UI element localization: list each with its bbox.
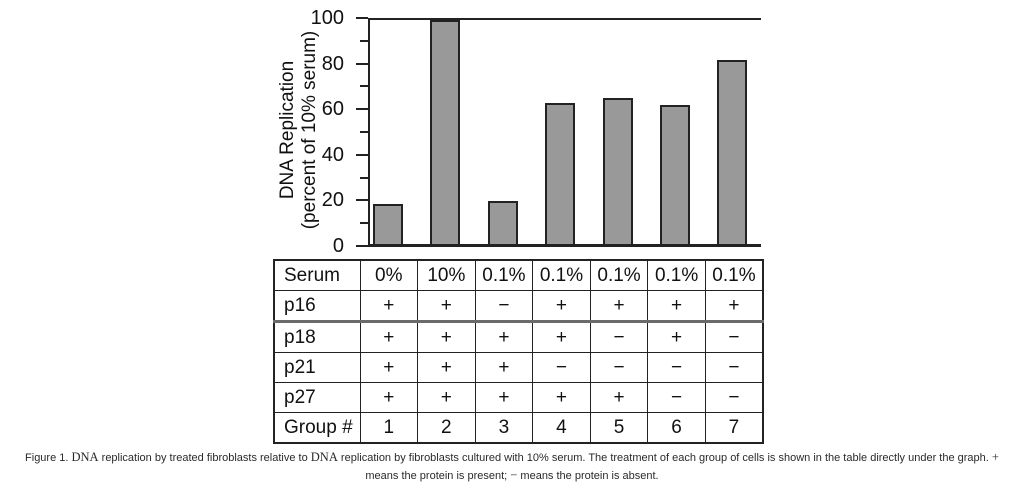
cell-p16-col2: + — [417, 290, 476, 323]
cell-serum-col5: 0.1% — [589, 259, 649, 291]
y-axis-major-tick-60 — [356, 108, 368, 110]
plot-area — [368, 18, 761, 247]
y-axis-tick-label-20: 20 — [321, 189, 344, 211]
table-row-p27: p27 + + + + + − − — [273, 382, 764, 413]
cell-p18-col2: + — [417, 321, 476, 353]
caption-line2-segment-2: means the protein is absent. — [517, 470, 659, 482]
cell-serum-col6: 0.1% — [647, 259, 706, 291]
cell-p27-col2: + — [417, 382, 476, 413]
y-axis-tick-label-100: 100 — [310, 7, 344, 29]
y-axis-major-tick-20 — [356, 199, 368, 201]
table-row-group: Group #1 2 3 4 5 6 7 — [273, 412, 764, 444]
cell-serum-col1: 0% — [359, 259, 419, 291]
cell-p21-col7: − — [704, 352, 764, 383]
cell-p27-col5: + — [589, 382, 649, 413]
row-label-group: Group # — [273, 412, 361, 444]
row-label-p16: p16 — [273, 290, 361, 323]
cell-p21-col5: − — [589, 352, 649, 383]
cell-p16-col7: + — [704, 290, 764, 323]
cell-p16-col6: + — [647, 290, 706, 323]
treatment-table: Serum 0% 10% 0.1% 0.1% 0.1% 0.1% 0.1% p16 + + − + + + +… — [273, 259, 764, 444]
cell-group-col4: 4 — [532, 412, 591, 444]
y-axis-minor-tick-50 — [360, 131, 368, 133]
caption-line1-segment-1: DNA — [71, 450, 99, 464]
cell-p18-col3: + — [474, 321, 534, 353]
caption-line1-segment-5: + — [991, 450, 999, 464]
bar-group-2 — [430, 20, 460, 244]
table-row-p18: p18 + + + + − + − — [273, 321, 764, 353]
y-axis-label-line2: (percent of 10% serum) — [299, 30, 320, 230]
figure-caption-line1: Figure 1. DNA replication by treated fib… — [0, 449, 1024, 467]
cell-p21-col1: + — [359, 352, 419, 383]
cell-p27-col1: + — [359, 382, 419, 413]
cell-serum-col2: 10% — [417, 259, 476, 291]
figure-caption-line2: means the protein is present; − means th… — [0, 467, 1024, 485]
cell-p18-col5: − — [589, 321, 649, 353]
cell-serum-col3: 0.1% — [474, 259, 534, 291]
cell-p21-col3: + — [474, 352, 534, 383]
y-axis-minor-tick-30 — [360, 177, 368, 179]
y-axis-minor-tick-90 — [360, 40, 368, 42]
cell-p16-col5: + — [589, 290, 649, 323]
cell-p18-col4: + — [532, 321, 591, 353]
y-axis-tick-label-0: 0 — [332, 235, 344, 257]
figure-caption: Figure 1. DNA replication by treated fib… — [0, 449, 1024, 485]
caption-line1-segment-3: DNA — [310, 450, 338, 464]
cell-group-col3: 3 — [474, 412, 534, 444]
cell-group-col5: 5 — [589, 412, 649, 444]
y-axis-tick-label-60: 60 — [321, 98, 344, 120]
cell-serum-col7: 0.1% — [704, 259, 764, 291]
bar-group-4 — [545, 103, 575, 244]
bar-group-7 — [717, 60, 747, 244]
cell-p18-col7: − — [704, 321, 764, 353]
cell-p27-col3: + — [474, 382, 534, 413]
bar-group-5 — [603, 98, 633, 244]
table-row-p16: p16 + + − + + + + — [273, 290, 764, 323]
table-row-p21: p21 + + + − − − − — [273, 352, 764, 383]
y-axis-major-tick-80 — [356, 63, 368, 65]
cell-p18-col6: + — [647, 321, 706, 353]
cell-p16-col1: + — [359, 290, 419, 323]
y-axis-tick-label-80: 80 — [321, 53, 344, 75]
cell-p16-col3: − — [474, 290, 534, 323]
y-axis-major-tick-40 — [356, 154, 368, 156]
cell-p21-col2: + — [417, 352, 476, 383]
y-axis-major-tick-0 — [356, 245, 368, 247]
cell-group-col7: 7 — [704, 412, 764, 444]
caption-line2-segment-0: means the protein is present; — [365, 470, 511, 482]
cell-p27-col7: − — [704, 382, 764, 413]
cell-p21-col6: − — [647, 352, 706, 383]
y-axis-tick-label-40: 40 — [321, 144, 344, 166]
cell-group-col6: 6 — [647, 412, 706, 444]
y-axis-label: DNA Replication (percent of 10% serum) — [277, 0, 321, 260]
bar-group-3 — [488, 201, 518, 244]
cell-p18-col1: + — [359, 321, 419, 353]
cell-p27-col4: + — [532, 382, 591, 413]
row-label-p27: p27 — [273, 382, 361, 413]
caption-line1-segment-0: Figure 1. — [25, 452, 72, 464]
cell-p16-col4: + — [532, 290, 591, 323]
caption-line2-segment-1: − — [510, 468, 518, 482]
y-axis-minor-tick-10 — [360, 222, 368, 224]
cell-group-col1: 1 — [359, 412, 419, 444]
y-axis-major-tick-100 — [356, 17, 368, 19]
table-row-serum: Serum 0% 10% 0.1% 0.1% 0.1% 0.1% 0.1% — [273, 259, 764, 291]
cell-group-col2: 2 — [417, 412, 476, 444]
caption-line1-segment-4: replication by fibroblasts cultured with… — [337, 452, 992, 464]
bar-group-1 — [373, 204, 403, 244]
row-label-serum: Serum — [273, 259, 361, 291]
bar-group-6 — [660, 105, 690, 244]
y-axis-label-line1: DNA Replication — [277, 60, 298, 200]
caption-line1-segment-2: replication by treated fibroblasts relat… — [98, 452, 311, 464]
y-axis-minor-tick-70 — [360, 85, 368, 87]
cell-p27-col6: − — [647, 382, 706, 413]
cell-p21-col4: − — [532, 352, 591, 383]
cell-serum-col4: 0.1% — [532, 259, 591, 291]
row-label-p21: p21 — [273, 352, 361, 383]
row-label-p18: p18 — [273, 321, 361, 353]
